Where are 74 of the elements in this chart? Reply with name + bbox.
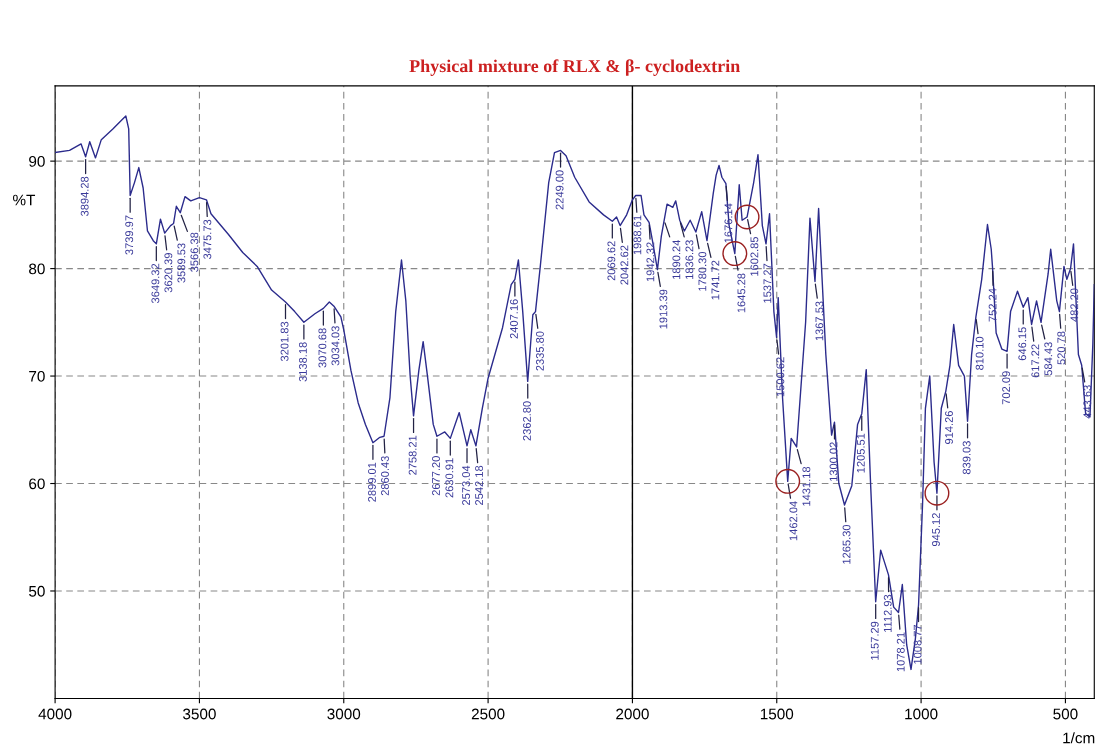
annotation: 1645.28	[737, 273, 746, 313]
annotation: 1157.29	[870, 621, 879, 660]
annotation: 3620.39	[164, 253, 173, 293]
line-series	[55, 115, 1095, 671]
annotation: 1913.39	[659, 289, 668, 329]
annotation: 1890.24	[672, 240, 681, 279]
annotation: 1265.30	[842, 524, 851, 564]
annotation: 3070.68	[318, 328, 327, 368]
annotation: 3138.18	[298, 342, 307, 382]
annotation: 2069.62	[607, 241, 616, 281]
annotation: 482.20	[1070, 288, 1079, 322]
x-tick-label: 2000	[616, 708, 649, 720]
x-tick-label: 3000	[327, 708, 361, 720]
annotation: 3566.38	[190, 232, 199, 272]
annotation: 839.03	[962, 441, 971, 475]
annotation: 646.15	[1018, 327, 1027, 361]
annotation: 1205.51	[856, 433, 865, 473]
annotation: 1836.23	[685, 240, 694, 279]
annotation: 3589.53	[177, 243, 186, 283]
x-tick-label: 500	[1053, 708, 1078, 720]
y-tick-label: 70	[29, 370, 45, 382]
x-tick-label: 4000	[38, 708, 72, 720]
annotation: 1078.21	[896, 632, 905, 672]
y-axis-title: %T	[13, 194, 36, 206]
y-tick-label: 80	[29, 263, 45, 275]
annotation: 1300.02	[829, 442, 838, 482]
annotation: 702.09	[1002, 371, 1011, 405]
annotation: 810.10	[975, 336, 984, 370]
y-tick-label: 50	[29, 585, 45, 597]
annotation: 2249.00	[555, 170, 564, 210]
annotation: 1942.32	[646, 242, 655, 282]
annotation: 3034.03	[331, 326, 340, 366]
annotation: 2860.43	[381, 456, 389, 496]
annotation: 1741.72	[711, 260, 720, 300]
annotation: 1780.30	[698, 251, 707, 291]
y-tick-label: 60	[29, 478, 45, 490]
annotation: 2630.91	[445, 458, 454, 498]
x-tick-label: 2500	[471, 708, 505, 720]
annotation: 1988.61	[633, 215, 642, 255]
x-tick-label: 3500	[183, 708, 216, 720]
annotation: 1676.14	[724, 203, 733, 243]
annotation: 1431.18	[802, 466, 811, 506]
annotation: 914.26	[945, 411, 953, 444]
y-tick-label: 90	[29, 156, 45, 167]
annotation: 2899.01	[368, 462, 376, 502]
x-tick-label: 1500	[760, 708, 794, 720]
annotation: 1367.53	[815, 301, 824, 341]
annotation: 945.12	[932, 513, 940, 547]
annotation: 3201.83	[280, 321, 289, 362]
annotation: 617.22	[1031, 344, 1040, 378]
x-axis-title: 1/cm	[1063, 732, 1095, 744]
annotation: 2542.18	[475, 465, 483, 505]
annotation: 584.43	[1044, 342, 1053, 376]
annotation: 2335.80	[536, 331, 544, 371]
annotation: 2758.21	[408, 435, 417, 475]
annotation: 1462.04	[789, 501, 798, 541]
chart-title: Physical mixture of RLX & β- cyclodextrin	[409, 59, 740, 76]
annotation: 3475.73	[203, 219, 212, 259]
x-tick-label: 1000	[905, 708, 938, 720]
annotation: 2573.04	[462, 465, 470, 505]
annotation: 3894.28	[80, 176, 89, 217]
annotation: 2677.20	[432, 456, 440, 496]
annotation: 1008.77	[913, 624, 922, 664]
annotation: 2042.62	[620, 245, 629, 285]
annotation: 1112.93	[883, 594, 892, 632]
annotation: 520.78	[1057, 331, 1066, 365]
annotation: 1500.62	[776, 357, 785, 397]
annotation: 2362.80	[523, 401, 531, 441]
annotation: 3739.97	[125, 215, 134, 255]
annotation: 1537.27	[763, 263, 772, 303]
annotation: 752.24	[988, 288, 997, 322]
annotation: 2407.16	[510, 299, 518, 339]
annotation: 1602.85	[750, 236, 759, 276]
annotation: 3649.32	[151, 263, 160, 304]
